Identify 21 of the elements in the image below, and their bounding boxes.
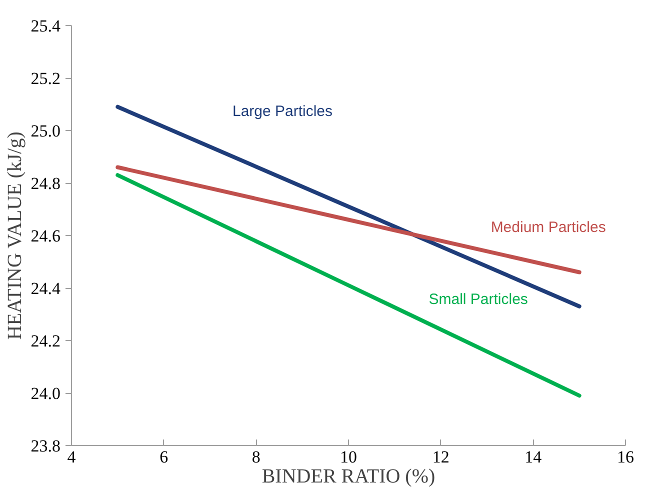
x-tick-label: 4 bbox=[67, 448, 76, 466]
y-tick-label: 24.0 bbox=[30, 384, 60, 403]
y-tick-label: 24.8 bbox=[30, 174, 60, 193]
x-tick-label: 14 bbox=[524, 448, 542, 466]
y-tick-label: 24.2 bbox=[30, 332, 60, 350]
text: Large Particles bbox=[232, 103, 333, 120]
x-tick-label: 12 bbox=[432, 448, 450, 466]
y-axis-title: HEATING VALUE (kJ/g) bbox=[4, 132, 26, 340]
y-tick-label: 25.0 bbox=[30, 122, 60, 140]
x-tick-label: 10 bbox=[340, 448, 357, 466]
series-label: Small Particles bbox=[428, 291, 528, 308]
y-tick-label: 24.4 bbox=[30, 279, 61, 298]
y-tick-label: 23.8 bbox=[30, 436, 60, 456]
y-tick-label: 25.4 bbox=[30, 16, 61, 36]
x-tick-label: 6 bbox=[160, 448, 168, 466]
x-tick-label: 8 bbox=[252, 448, 260, 466]
y-tick-label: 24.6 bbox=[30, 226, 60, 246]
x-axis-title: BINDER RATIO (%) bbox=[262, 466, 436, 488]
x-tick-label: 16 bbox=[617, 448, 634, 466]
series-label: Medium Particles bbox=[490, 218, 606, 236]
y-tick-label: 25.2 bbox=[30, 69, 60, 88]
